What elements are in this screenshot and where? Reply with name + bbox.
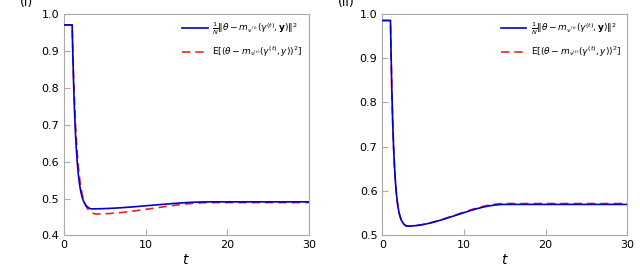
- X-axis label: $t$: $t$: [501, 253, 509, 267]
- Text: (ii): (ii): [339, 0, 355, 9]
- Legend: $\frac{1}{N}\|\theta - m_{\nu^{(t)}}(\gamma^{(t)}, \mathbf{y})\|^2$, $\mathrm{E}: $\frac{1}{N}\|\theta - m_{\nu^{(t)}}(\ga…: [179, 17, 306, 63]
- X-axis label: $t$: $t$: [182, 253, 190, 267]
- Legend: $\frac{1}{N}\|\theta - m_{\nu^{(t)}}(\gamma^{(t)}, \mathbf{y})\|^2$, $\mathrm{E}: $\frac{1}{N}\|\theta - m_{\nu^{(t)}}(\ga…: [497, 17, 625, 63]
- Text: (i): (i): [20, 0, 33, 9]
